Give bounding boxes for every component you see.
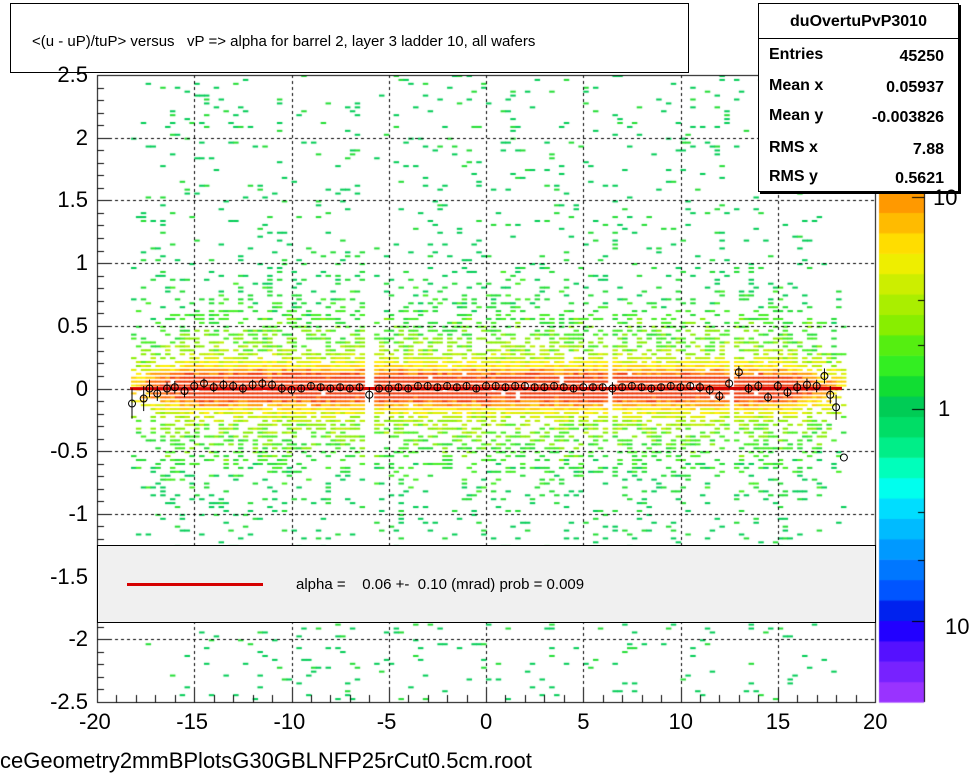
histogram-name: duOvertuPvP3010 (759, 4, 958, 39)
x-tick-label: -20 (79, 709, 111, 734)
fit-line-swatch (127, 583, 263, 586)
x-tick-label: -5 (376, 709, 397, 734)
z-axis-label: 10 (945, 614, 970, 639)
stats-box: duOvertuPvP3010 Entries 45250 Mean x 0.0… (758, 3, 959, 192)
y-tick-label: 2 (75, 124, 88, 150)
stats-value: 45250 (899, 48, 945, 65)
y-tick-label: 0.5 (57, 312, 88, 338)
stats-row-mean-y: Mean y -0.003826 (769, 107, 944, 137)
stats-value: -0.003826 (871, 109, 944, 126)
y-tick-label: -0.5 (50, 438, 88, 464)
y-tick-label: 0 (75, 375, 88, 401)
stats-key: RMS x (769, 139, 818, 156)
y-tick-label: -2 (68, 626, 88, 652)
stats-key: RMS y (769, 168, 818, 185)
z-axis-label: 10 (933, 185, 958, 210)
stats-row-rms-x: RMS x 7.88 (769, 139, 944, 169)
fit-legend-text: alpha = 0.06 +- 0.10 (mrad) prob = 0.009 (296, 576, 585, 593)
stats-key: Mean y (769, 107, 824, 124)
stats-key: Mean x (769, 77, 824, 94)
stats-row-rms-y: RMS y 0.5621 (769, 168, 944, 198)
stats-value: 7.88 (912, 141, 944, 158)
y-tick-label: 1 (75, 250, 88, 276)
x-tick-label: 15 (765, 709, 791, 734)
y-tick-label: -2.5 (50, 689, 88, 714)
plot-title: <(u - uP)/tuP> versus vP => alpha for ba… (32, 33, 536, 50)
x-tick-label: 0 (480, 709, 493, 734)
x-tick-label: 20 (863, 709, 888, 734)
stats-value: 0.5621 (895, 170, 944, 187)
fit-legend: alpha = 0.06 +- 0.10 (mrad) prob = 0.009 (97, 545, 876, 623)
stats-value: 0.05937 (886, 79, 944, 96)
x-tick-label: 5 (577, 709, 590, 734)
x-tick-label: 10 (668, 709, 693, 734)
x-tick-label: -10 (273, 709, 306, 734)
y-tick-label: 1.5 (57, 187, 88, 213)
stats-row-entries: Entries 45250 (769, 46, 944, 76)
plot-title-box: <(u - uP)/tuP> versus vP => alpha for ba… (10, 3, 689, 73)
y-tick-label: 2.5 (57, 62, 88, 87)
z-axis-label: 1 (938, 396, 951, 421)
file-name: ceGeometry2mmBPlotsG30GBLNFP25rCut0.5cm.… (0, 748, 532, 773)
y-tick-label: -1.5 (50, 563, 88, 589)
stats-key: Entries (769, 46, 824, 63)
x-tick-label: -15 (176, 709, 209, 734)
y-tick-label: -1 (68, 500, 88, 526)
stats-row-mean-x: Mean x 0.05937 (769, 77, 944, 107)
